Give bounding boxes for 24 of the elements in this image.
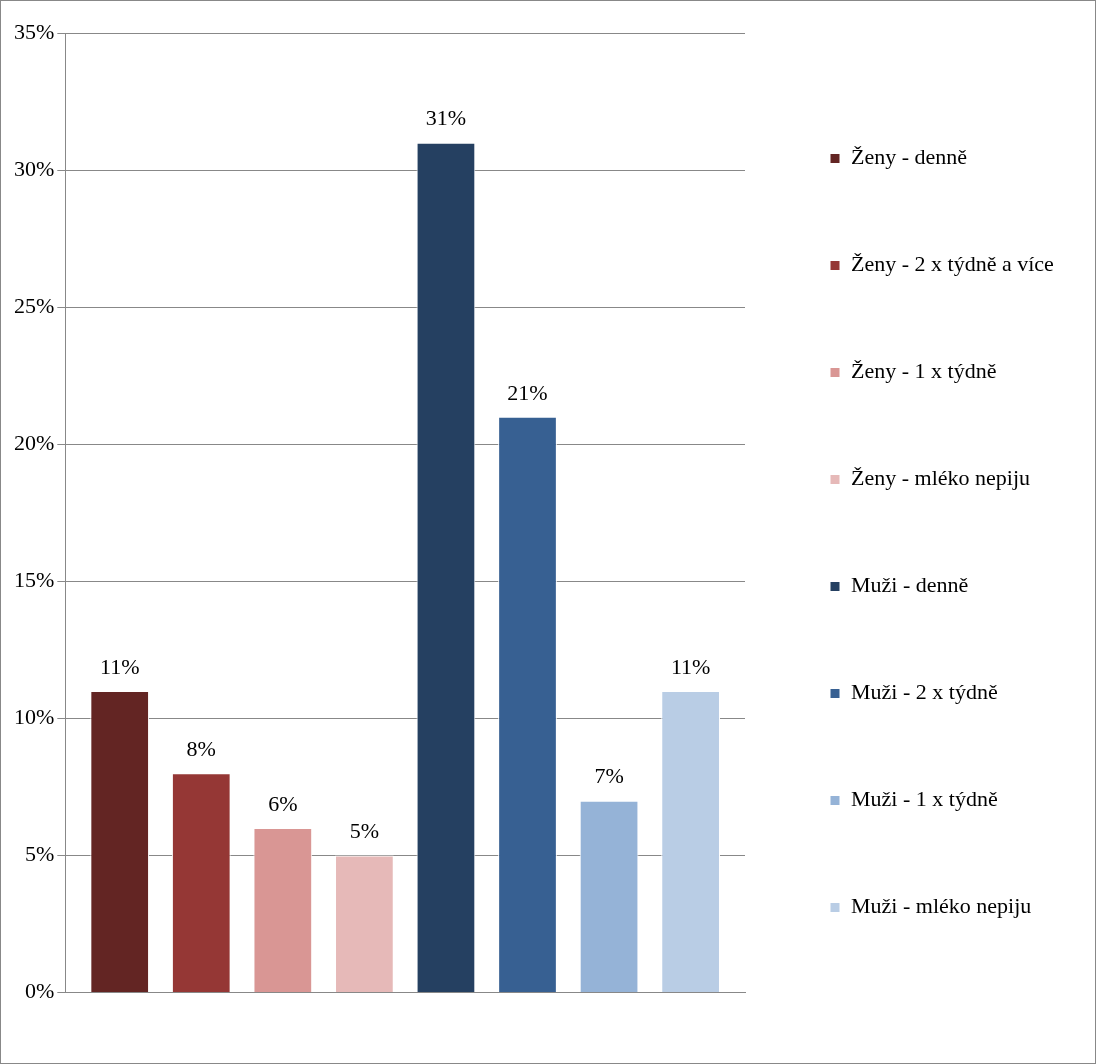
y-tick-label: 25% (14, 292, 55, 318)
legend-label: Muži - 1 x týdně (851, 786, 998, 812)
legend-label: Ženy - 1 x týdně (851, 358, 997, 384)
data-label: 11% (670, 653, 711, 679)
y-tick-label: 15% (14, 567, 55, 593)
data-label: 31% (425, 105, 467, 131)
y-tick-label: 10% (14, 704, 55, 730)
y-tick-label: 5% (25, 841, 55, 867)
legend-label: Ženy - denně (851, 144, 968, 170)
legend-label: Muži - 2 x týdně (851, 679, 998, 705)
data-label: 21% (507, 379, 548, 405)
legend-label: Muži - mléko nepiju (851, 893, 1032, 919)
y-tick-label: 0% (25, 978, 55, 1004)
data-label: 8% (186, 736, 216, 762)
data-label: 7% (594, 763, 624, 789)
data-label: 6% (268, 790, 298, 816)
y-tick-label: 30% (14, 155, 55, 181)
legend-label: Muži - denně (851, 572, 969, 598)
y-tick-label: 35% (14, 18, 55, 44)
data-label: 5% (349, 818, 380, 844)
y-tick-label: 20% (14, 430, 55, 456)
legend-label: Ženy - mléko nepiju (851, 465, 1031, 491)
data-label: 11% (99, 653, 140, 679)
legend-label: Ženy - 2 x týdně a více (851, 251, 1054, 277)
